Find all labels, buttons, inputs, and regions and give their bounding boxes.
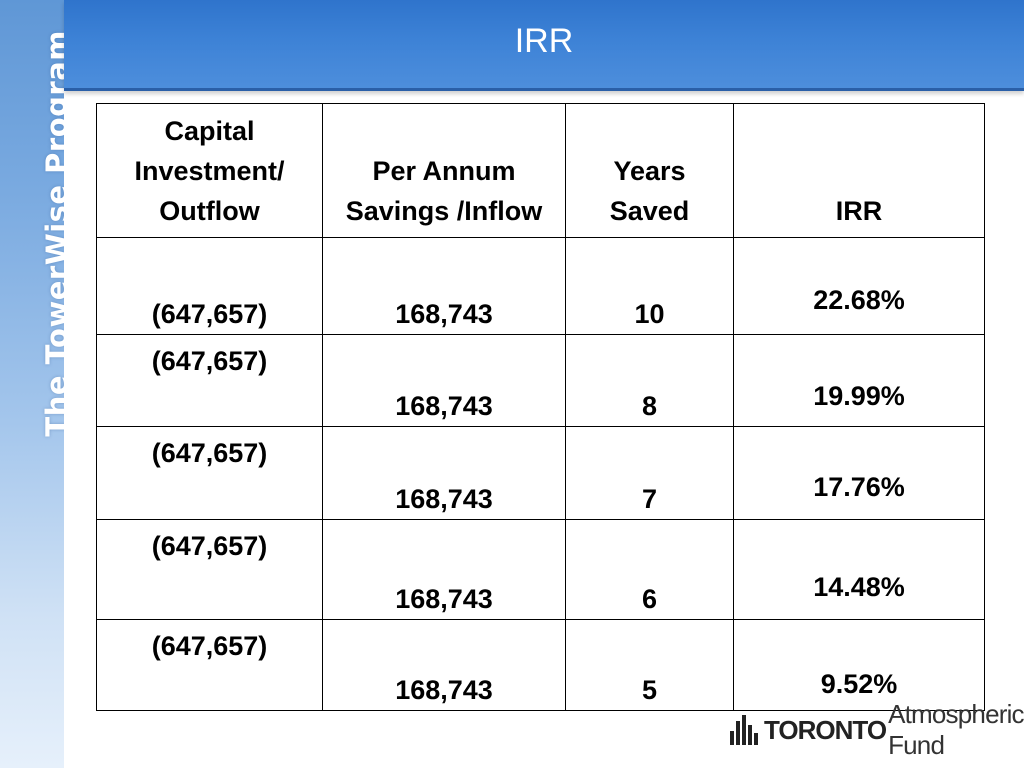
table-row: (647,657) 168,743 8 19.99% [96,334,985,427]
irr-cell: 14.48% [733,519,985,620]
city-hall-icon [730,715,760,745]
years-cell: 5 [565,619,734,711]
years-cell: 6 [565,519,734,620]
column-header-years: Years Saved [565,103,734,238]
logo-text-fund: Atmospheric Fund [888,699,1024,760]
program-title: The TowerWise Program [40,30,64,437]
irr-cell: 19.99% [733,334,985,427]
irr-table: Capital Investment/ Outflow Per Annum Sa… [96,103,985,711]
inflow-cell: 168,743 [322,237,566,335]
inflow-cell: 168,743 [322,334,566,427]
outflow-cell: (647,657) [96,426,323,520]
years-cell: 7 [565,426,734,520]
inflow-cell: 168,743 [322,426,566,520]
table-row: (647,657) 168,743 5 9.52% [96,619,985,711]
table-row: (647,657) 168,743 10 22.68% [96,237,985,335]
outflow-cell: (647,657) [96,237,323,335]
irr-cell: 22.68% [733,237,985,335]
outflow-cell: (647,657) [96,519,323,620]
column-header-outflow: Capital Investment/ Outflow [96,103,323,238]
column-header-irr: IRR [733,103,985,238]
years-cell: 10 [565,237,734,335]
table-row: (647,657) 168,743 7 17.76% [96,426,985,520]
column-header-inflow: Per Annum Savings /Inflow [322,103,566,238]
irr-cell: 17.76% [733,426,985,520]
outflow-cell: (647,657) [96,619,323,711]
logo-text-toronto: TORONTO [764,714,887,745]
table-header-row: Capital Investment/ Outflow Per Annum Sa… [96,103,985,238]
years-cell: 8 [565,334,734,427]
inflow-cell: 168,743 [322,619,566,711]
inflow-cell: 168,743 [322,519,566,620]
outflow-cell: (647,657) [96,334,323,427]
page-title: IRR [514,22,574,60]
table-row: (647,657) 168,743 6 14.48% [96,519,985,620]
irr-cell: 9.52% [733,619,985,711]
atmospheric-fund-logo: TORONTO Atmospheric Fund [730,699,1024,760]
header-bar: IRR [64,0,1024,91]
sidebar-banner: The TowerWise Program [0,0,64,768]
